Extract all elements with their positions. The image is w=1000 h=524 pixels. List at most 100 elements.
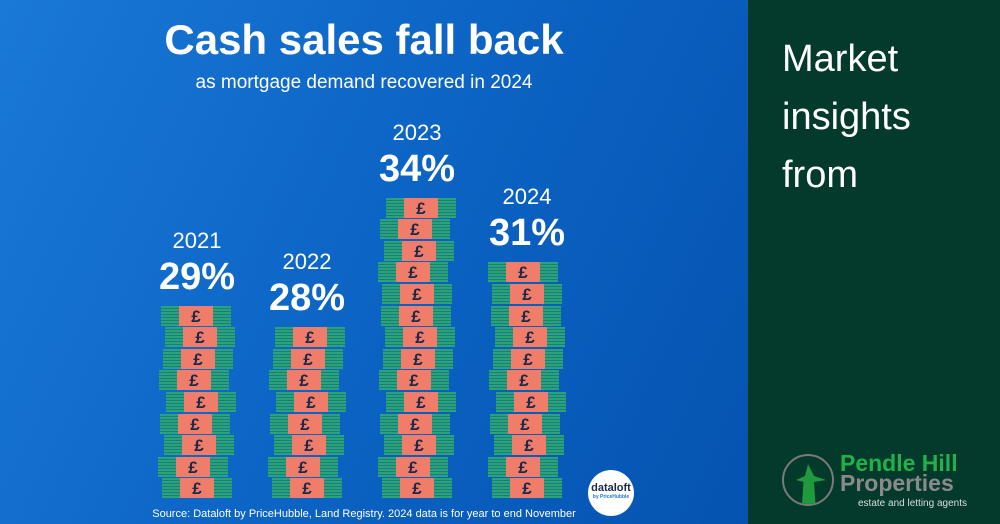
banknote-mark: £ xyxy=(276,392,346,412)
banknote-mark: £ xyxy=(384,240,454,261)
banknote-mark: £ xyxy=(494,435,564,456)
pound-icon: £ xyxy=(506,456,540,477)
pound-icon: £ xyxy=(180,478,214,499)
pound-icon: £ xyxy=(510,478,544,499)
pound-icon: £ xyxy=(398,219,432,240)
pound-icon: £ xyxy=(404,197,438,218)
pound-icon: £ xyxy=(397,370,431,391)
pound-icon: £ xyxy=(507,370,541,391)
banknote-mark: £ xyxy=(496,392,566,412)
pound-icon: £ xyxy=(178,413,212,434)
pound-icon: £ xyxy=(398,413,432,434)
banknote-mark: £ xyxy=(379,370,449,391)
pound-icon: £ xyxy=(402,435,436,456)
banknote-mark: £ xyxy=(492,284,562,304)
banknote-mark: £ xyxy=(160,413,230,434)
source-note: Source: Dataloft by PriceHubble, Land Re… xyxy=(152,508,576,520)
category-label: 2022 xyxy=(282,249,332,275)
banknote-mark: £ xyxy=(164,435,234,456)
pound-icon: £ xyxy=(294,392,328,412)
banknote-mark: £ xyxy=(490,413,560,434)
banknote-mark: £ xyxy=(489,370,559,391)
pound-icon: £ xyxy=(506,262,540,283)
banknote-mark: £ xyxy=(385,327,455,348)
data-label: 29% xyxy=(158,255,236,298)
pound-icon: £ xyxy=(396,262,430,283)
pound-icon: £ xyxy=(292,435,326,456)
banknote-mark: £ xyxy=(274,435,344,456)
pound-icon: £ xyxy=(179,305,213,326)
pound-icon: £ xyxy=(399,305,433,326)
banknote-mark: £ xyxy=(380,413,450,434)
banknote-mark: £ xyxy=(158,456,228,477)
banknote-mark: £ xyxy=(166,392,236,412)
pound-icon: £ xyxy=(287,370,321,391)
banknote-mark: £ xyxy=(488,456,558,477)
pound-icon: £ xyxy=(184,392,218,412)
banknote-mark: £ xyxy=(381,305,451,326)
pound-icon: £ xyxy=(403,327,437,348)
banknote-mark: £ xyxy=(488,262,558,283)
banknote-mark: £ xyxy=(162,478,232,499)
sidebar xyxy=(748,0,1000,524)
banknote-mark: £ xyxy=(159,370,229,391)
data-label: 34% xyxy=(378,147,456,190)
banknote-mark: £ xyxy=(268,456,338,477)
pound-icon: £ xyxy=(511,348,545,369)
banknote-mark: £ xyxy=(161,305,231,326)
banknote-mark: £ xyxy=(378,456,448,477)
banknote-mark: £ xyxy=(386,197,456,218)
banknote-mark: £ xyxy=(382,284,452,304)
pound-icon: £ xyxy=(513,327,547,348)
pound-icon: £ xyxy=(514,392,548,412)
pound-icon: £ xyxy=(401,348,435,369)
pound-icon: £ xyxy=(512,435,546,456)
pound-icon: £ xyxy=(288,413,322,434)
banknote-mark: £ xyxy=(382,478,452,499)
pound-icon: £ xyxy=(509,305,543,326)
pound-icon: £ xyxy=(181,348,215,369)
pound-icon: £ xyxy=(182,435,216,456)
sidebar-heading: Market insights from xyxy=(782,38,911,196)
pound-icon: £ xyxy=(400,284,434,304)
chart-title: Cash sales fall back xyxy=(164,16,564,63)
banknote-mark: £ xyxy=(386,392,456,412)
banknote-mark: £ xyxy=(275,327,345,348)
pound-icon: £ xyxy=(176,456,210,477)
banknote-mark: £ xyxy=(165,327,235,348)
banknote-mark: £ xyxy=(272,478,342,499)
pound-icon: £ xyxy=(290,478,324,499)
pound-icon: £ xyxy=(508,413,542,434)
banknote-mark: £ xyxy=(270,413,340,434)
chart-panel: Cash sales fall back as mortgage demand … xyxy=(0,0,748,524)
banknote-mark: £ xyxy=(163,348,233,369)
banknote-mark: £ xyxy=(273,348,343,369)
pound-icon: £ xyxy=(396,456,430,477)
banknote-mark: £ xyxy=(384,435,454,456)
banknote-mark: £ xyxy=(495,327,565,348)
pound-icon: £ xyxy=(291,348,325,369)
data-label: 31% xyxy=(488,212,566,255)
pound-icon: £ xyxy=(400,478,434,499)
pound-icon: £ xyxy=(404,392,438,412)
category-label: 2021 xyxy=(172,227,222,253)
data-label: 28% xyxy=(268,277,346,320)
banknote-mark: £ xyxy=(269,370,339,391)
pound-icon: £ xyxy=(293,327,327,348)
banknote-mark: £ xyxy=(491,305,561,326)
pound-icon: £ xyxy=(286,456,320,477)
witch-icon xyxy=(782,454,834,506)
pound-icon: £ xyxy=(183,327,217,348)
pendle-hill-logo: Pendle Hill Properties estate and lettin… xyxy=(782,450,992,510)
category-label: 2024 xyxy=(502,184,552,210)
banknote-mark: £ xyxy=(492,478,562,499)
chart-subtitle: as mortgage demand recovered in 2024 xyxy=(195,72,533,93)
banknote-mark: £ xyxy=(378,262,448,283)
pound-icon: £ xyxy=(510,284,544,304)
category-label: 2023 xyxy=(392,119,442,145)
pound-icon: £ xyxy=(177,370,211,391)
banknote-mark: £ xyxy=(383,348,453,369)
banknote-mark: £ xyxy=(493,348,563,369)
dataloft-logo: dataloft by PriceHubble xyxy=(588,470,634,516)
banknote-mark: £ xyxy=(380,219,450,240)
